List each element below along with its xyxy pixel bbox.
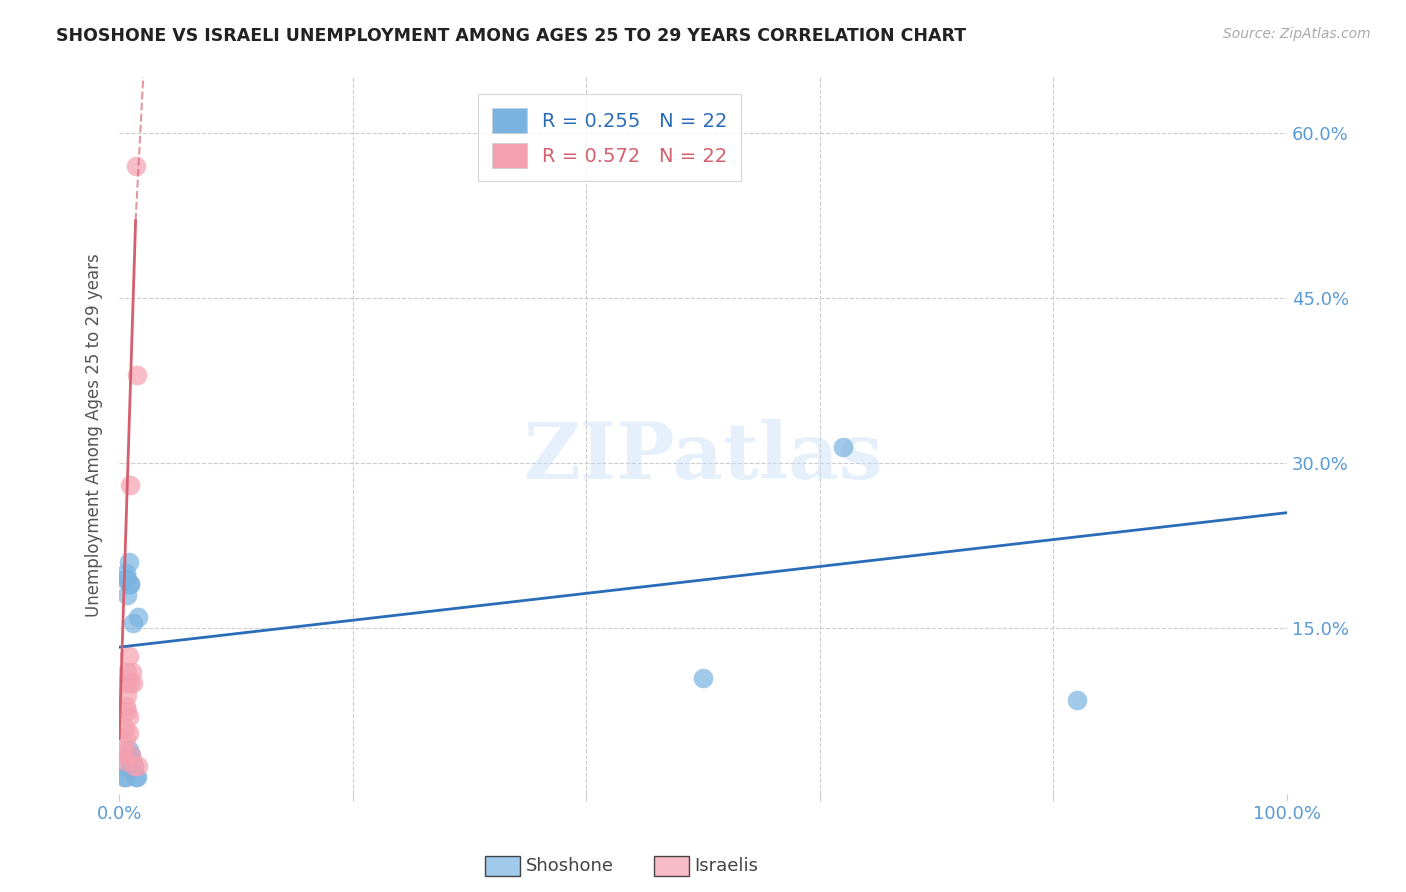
Point <box>112 770 135 784</box>
Point <box>114 572 136 586</box>
Point <box>118 577 141 591</box>
Point <box>115 731 138 746</box>
Point <box>121 665 143 680</box>
Point <box>124 770 146 784</box>
Y-axis label: Unemployment Among Ages 25 to 29 years: Unemployment Among Ages 25 to 29 years <box>86 253 103 617</box>
Text: Israelis: Israelis <box>695 857 759 875</box>
Point <box>118 577 141 591</box>
Point <box>1066 693 1088 707</box>
Point <box>117 742 139 756</box>
Legend: R = 0.255   N = 22, R = 0.572   N = 22: R = 0.255 N = 22, R = 0.572 N = 22 <box>478 95 741 181</box>
Point <box>114 721 136 735</box>
Point <box>117 688 139 702</box>
Text: ZIPatlas: ZIPatlas <box>523 419 883 495</box>
Point <box>692 671 714 685</box>
Point <box>117 555 139 569</box>
Point <box>120 748 142 763</box>
Point <box>115 676 138 690</box>
Point <box>127 610 149 624</box>
Point <box>124 159 146 173</box>
Text: SHOSHONE VS ISRAELI UNEMPLOYMENT AMONG AGES 25 TO 29 YEARS CORRELATION CHART: SHOSHONE VS ISRAELI UNEMPLOYMENT AMONG A… <box>56 27 966 45</box>
Text: Shoshone: Shoshone <box>526 857 614 875</box>
Point <box>117 588 139 602</box>
Point <box>121 754 143 768</box>
Point <box>111 759 134 773</box>
Point <box>117 648 139 663</box>
Point <box>124 759 146 773</box>
Point <box>117 704 139 718</box>
Point <box>115 566 138 581</box>
Point <box>117 709 139 723</box>
Point <box>117 572 139 586</box>
Point <box>111 742 134 756</box>
Point <box>120 748 142 763</box>
Point <box>117 665 139 680</box>
Point <box>117 726 139 740</box>
Point <box>115 698 138 713</box>
Point <box>115 770 138 784</box>
Text: Source: ZipAtlas.com: Source: ZipAtlas.com <box>1223 27 1371 41</box>
Point <box>118 478 141 492</box>
Point <box>120 759 142 773</box>
Point <box>125 368 148 382</box>
Point <box>112 748 135 763</box>
Point <box>122 676 145 690</box>
Point <box>125 770 148 784</box>
Point <box>114 754 136 768</box>
Point <box>832 440 855 454</box>
Point <box>127 759 149 773</box>
Point <box>124 759 146 773</box>
Point <box>118 676 141 690</box>
Point <box>122 615 145 630</box>
